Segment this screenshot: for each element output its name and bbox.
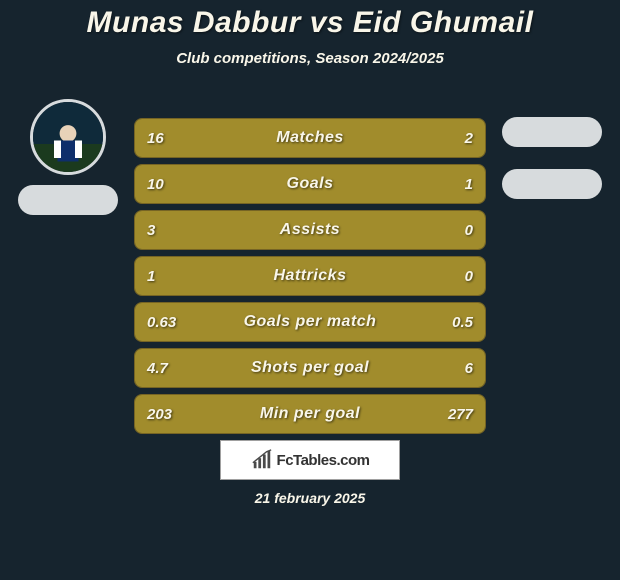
footer-logo-text: FcTables.com (277, 452, 370, 469)
player-right-nameplate (502, 117, 602, 147)
footer-logo: FcTables.com (220, 440, 400, 480)
stat-label: Min per goal (135, 395, 485, 433)
stat-row: 203277Min per goal (134, 394, 486, 434)
stat-row: 162Matches (134, 118, 486, 158)
player-left-nameplate (18, 185, 118, 215)
stat-row: 4.76Shots per goal (134, 348, 486, 388)
stat-row: 101Goals (134, 164, 486, 204)
page-subtitle: Club competitions, Season 2024/2025 (0, 50, 620, 67)
stat-row: 10Hattricks (134, 256, 486, 296)
footer-date: 21 february 2025 (0, 490, 620, 506)
stat-label: Matches (135, 119, 485, 157)
player-left-avatar (30, 99, 106, 175)
stat-row: 0.630.5Goals per match (134, 302, 486, 342)
stat-label: Assists (135, 211, 485, 249)
avatar-placeholder-icon (33, 102, 103, 172)
fctables-icon (251, 449, 273, 471)
stat-label: Goals (135, 165, 485, 203)
stat-label: Goals per match (135, 303, 485, 341)
player-right-block (492, 99, 612, 199)
stat-label: Hattricks (135, 257, 485, 295)
player-right-nameplate-2 (502, 169, 602, 199)
stat-row: 30Assists (134, 210, 486, 250)
player-left-block (8, 99, 128, 215)
stat-label: Shots per goal (135, 349, 485, 387)
page-title: Munas Dabbur vs Eid Ghumail (0, 0, 620, 40)
comparison-chart: 162Matches 101Goals 30Assists 10Hattricks 0.… (134, 118, 486, 440)
